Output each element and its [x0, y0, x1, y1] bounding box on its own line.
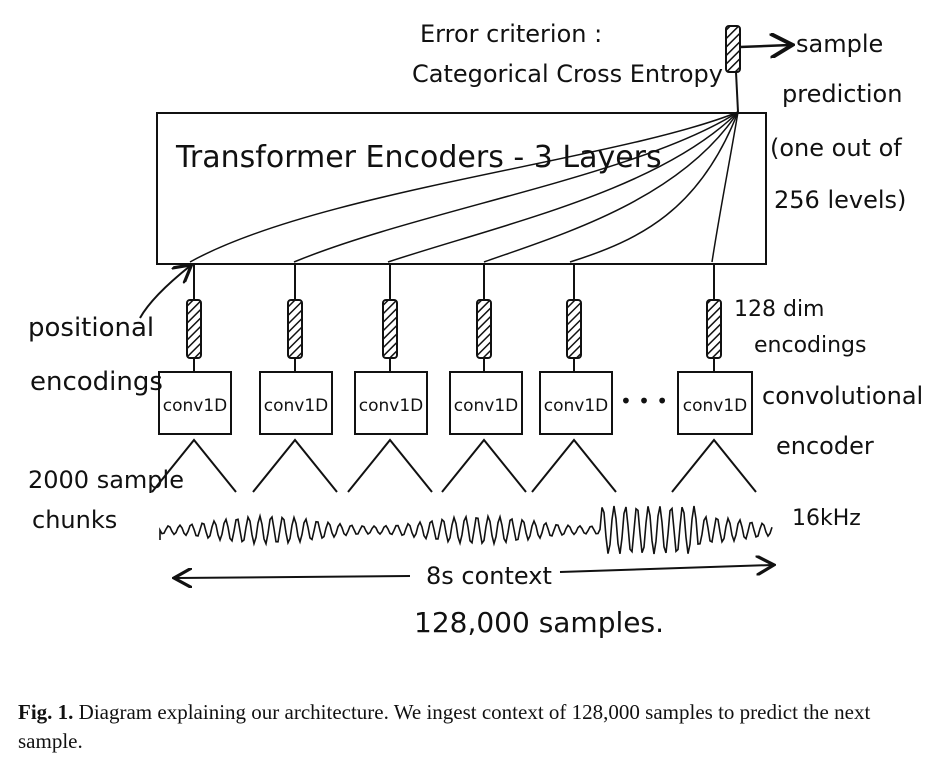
chunks-line2: chunks — [32, 506, 117, 534]
conv1d-box — [539, 371, 613, 435]
receptive-field — [151, 438, 237, 493]
error-criterion-title: Error criterion : — [420, 20, 602, 48]
encoding-block — [186, 299, 202, 359]
sample-prediction-line4: 256 levels) — [774, 186, 906, 214]
encoding-block — [287, 299, 303, 359]
caption-text: Diagram explaining our architecture. We … — [18, 700, 871, 753]
conv1d-label: conv1D — [683, 396, 748, 416]
receptive-field — [252, 438, 338, 493]
receptive-field — [531, 438, 617, 493]
output-encoding-block — [725, 25, 741, 73]
error-criterion-value: Categorical Cross Entropy — [412, 60, 723, 88]
sample-prediction-line3: (one out of — [770, 134, 902, 162]
conv1d-box — [677, 371, 753, 435]
conv1d-label: conv1D — [163, 396, 228, 416]
samples-label: 128,000 samples. — [414, 606, 664, 639]
conv1d-box — [449, 371, 523, 435]
conv-encoder-line2: encoder — [776, 432, 874, 460]
output-stem — [735, 71, 739, 113]
output-arrow — [739, 45, 790, 47]
encoding-block — [706, 299, 722, 359]
receptive-field — [347, 438, 433, 493]
context-label: 8s context — [426, 562, 552, 590]
receptive-field — [441, 438, 527, 493]
attention-curves — [189, 111, 739, 263]
conv1d-label: conv1D — [454, 396, 519, 416]
encoder-columns: conv1D conv1D conv1D conv1D conv1D conv1D — [151, 264, 757, 493]
dim-encodings-line1: 128 dim — [734, 297, 825, 322]
encoding-block — [382, 299, 398, 359]
figure-caption: Fig. 1. Diagram explaining our architect… — [18, 698, 923, 756]
encoding-block — [476, 299, 492, 359]
architecture-diagram: Error criterion : Categorical Cross Entr… — [28, 20, 923, 639]
conv1d-box — [259, 371, 333, 435]
chunks-line1: 2000 sample — [28, 466, 184, 494]
receptive-field — [671, 438, 757, 493]
ellipsis: • • • — [620, 389, 668, 413]
conv1d-label: conv1D — [544, 396, 609, 416]
conv1d-label: conv1D — [264, 396, 329, 416]
transformer-box — [156, 112, 767, 265]
positional-encodings-line2: encodings — [30, 367, 163, 397]
sample-prediction-line1: sample — [796, 30, 883, 58]
audio-waveform — [159, 505, 773, 555]
conv1d-box — [354, 371, 428, 435]
conv1d-box — [158, 371, 232, 435]
positional-arrow — [139, 266, 190, 319]
context-arrow-left — [176, 576, 411, 578]
conv1d-label: conv1D — [359, 396, 424, 416]
encoding-block — [566, 299, 582, 359]
transformer-label: Transformer Encoders - 3 Layers — [175, 140, 662, 175]
figure-label: Fig. 1. — [18, 700, 74, 724]
sample-rate-label: 16kHz — [792, 506, 861, 531]
sample-prediction-line2: prediction — [782, 80, 902, 108]
positional-encodings-line1: positional — [28, 313, 154, 343]
context-arrow-right — [559, 565, 772, 572]
conv-encoder-line1: convolutional — [762, 382, 923, 410]
dim-encodings-line2: encodings — [754, 333, 866, 358]
